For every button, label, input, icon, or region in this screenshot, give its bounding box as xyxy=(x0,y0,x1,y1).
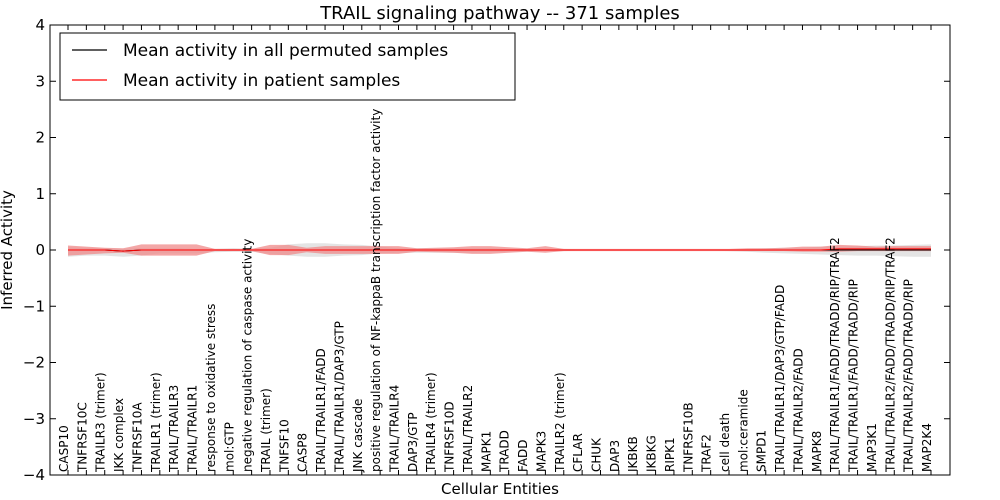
category-label: CHUK xyxy=(590,437,604,472)
category-label: TNFRSF10A xyxy=(130,402,144,473)
category-label: TRAILR4 (trimer) xyxy=(424,372,438,473)
category-label: TRAIL/TRAILR1/FADD/TRADD/RIP xyxy=(847,279,861,473)
patient-mean-line xyxy=(68,248,931,252)
category-label: MAPK1 xyxy=(479,431,493,472)
category-label: MAPK8 xyxy=(810,431,824,472)
category-label: TRAIL/TRAILR1/DAP3/GTP/FADD xyxy=(773,285,787,473)
category-label: TNFRSF10B xyxy=(681,402,695,473)
y-ticks: 4 3 2 1 0 −1 −2 −3 −4 xyxy=(23,16,950,484)
y-tick-label: 2 xyxy=(35,129,45,147)
category-label: RIPK1 xyxy=(663,437,677,472)
y-tick-label: −1 xyxy=(23,297,45,315)
chart-title: TRAIL signaling pathway -- 371 samples xyxy=(319,3,680,24)
category-label: DAP3 xyxy=(608,440,622,472)
y-axis-label: Inferred Activity xyxy=(0,190,16,310)
category-label: TRAIL/TRAILR2/FADD xyxy=(792,348,806,473)
category-label: IKK complex xyxy=(112,398,126,472)
legend-label-permuted: Mean activity in all permuted samples xyxy=(123,41,448,61)
category-label: TRAF2 xyxy=(700,434,714,473)
category-label: mol:ceramide xyxy=(736,389,750,472)
category-label: DAP3/GTP xyxy=(406,412,420,472)
category-label: TRAILR3 (trimer) xyxy=(94,372,108,473)
y-tick-label: 4 xyxy=(35,16,45,34)
category-label: TRAIL/TRAILR3 xyxy=(167,385,181,473)
category-label: TRAIL/TRAILR2/FADD/TRADD/RIP/TRAF2 xyxy=(883,237,897,473)
category-label: TRAIL/TRAILR1/FADD/TRADD/RIP/TRAF2 xyxy=(828,237,842,473)
category-label: MAP3K1 xyxy=(865,423,879,472)
x-axis-label: Cellular Entities xyxy=(441,480,559,498)
plot-frame xyxy=(49,24,951,476)
series-lines xyxy=(68,248,931,252)
legend: Mean activity in all permuted samples Me… xyxy=(59,32,516,101)
category-label: SMPD1 xyxy=(755,430,769,472)
category-label: IKBKB xyxy=(626,436,640,472)
category-label: CASP10 xyxy=(57,425,71,472)
category-label: TRAIL/TRAILR1/DAP3/GTP xyxy=(332,321,346,473)
category-label: mol:GTP xyxy=(222,422,236,472)
category-label: TRAIL (trimer) xyxy=(259,388,273,473)
category-label: TRAILR1 (trimer) xyxy=(149,372,163,473)
category-label: TRAILR2 (trimer) xyxy=(553,372,567,473)
category-label: cell death xyxy=(718,413,732,472)
category-label: TNFRSF10D xyxy=(443,401,457,473)
category-labels: CASP10 TNFRSF10C TRAILR3 (trimer) IKK compl… xyxy=(57,25,934,475)
category-label: TRADD xyxy=(498,430,512,473)
category-label: MAPK3 xyxy=(534,431,548,472)
y-tick-label: 0 xyxy=(35,241,45,259)
category-label: IKBKG xyxy=(645,435,659,472)
legend-label-patient: Mean activity in patient samples xyxy=(123,71,400,91)
category-label: CFLAR xyxy=(571,433,585,472)
category-label: TRAIL/TRAILR2 xyxy=(461,385,475,473)
category-label: JNK cascade xyxy=(351,399,365,473)
y-tick-label: −4 xyxy=(23,466,45,484)
category-label: TNFRSF10C xyxy=(75,402,89,473)
category-label: MAP2K4 xyxy=(920,423,934,472)
category-label: response to oxidative stress xyxy=(204,304,218,472)
y-tick-label: −3 xyxy=(23,410,45,428)
category-label: negative regulation of caspase activity xyxy=(241,239,255,472)
y-tick-label: 3 xyxy=(35,72,45,90)
y-tick-label: −2 xyxy=(23,354,45,372)
category-label: CASP8 xyxy=(296,433,310,472)
category-label: TRAIL/TRAILR2/FADD/TRADD/RIP xyxy=(902,279,916,473)
category-label: TNFSF10 xyxy=(277,419,291,473)
category-label: FADD xyxy=(516,440,530,473)
category-label: positive regulation of NF-kappaB transcr… xyxy=(369,109,383,472)
legend-box xyxy=(59,32,516,101)
category-label: TRAIL/TRAILR4 xyxy=(388,385,402,473)
category-label: TRAIL/TRAILR1/FADD xyxy=(314,348,328,473)
category-label: TRAIL/TRAILR1 xyxy=(186,385,200,473)
y-tick-label: 1 xyxy=(35,185,45,203)
